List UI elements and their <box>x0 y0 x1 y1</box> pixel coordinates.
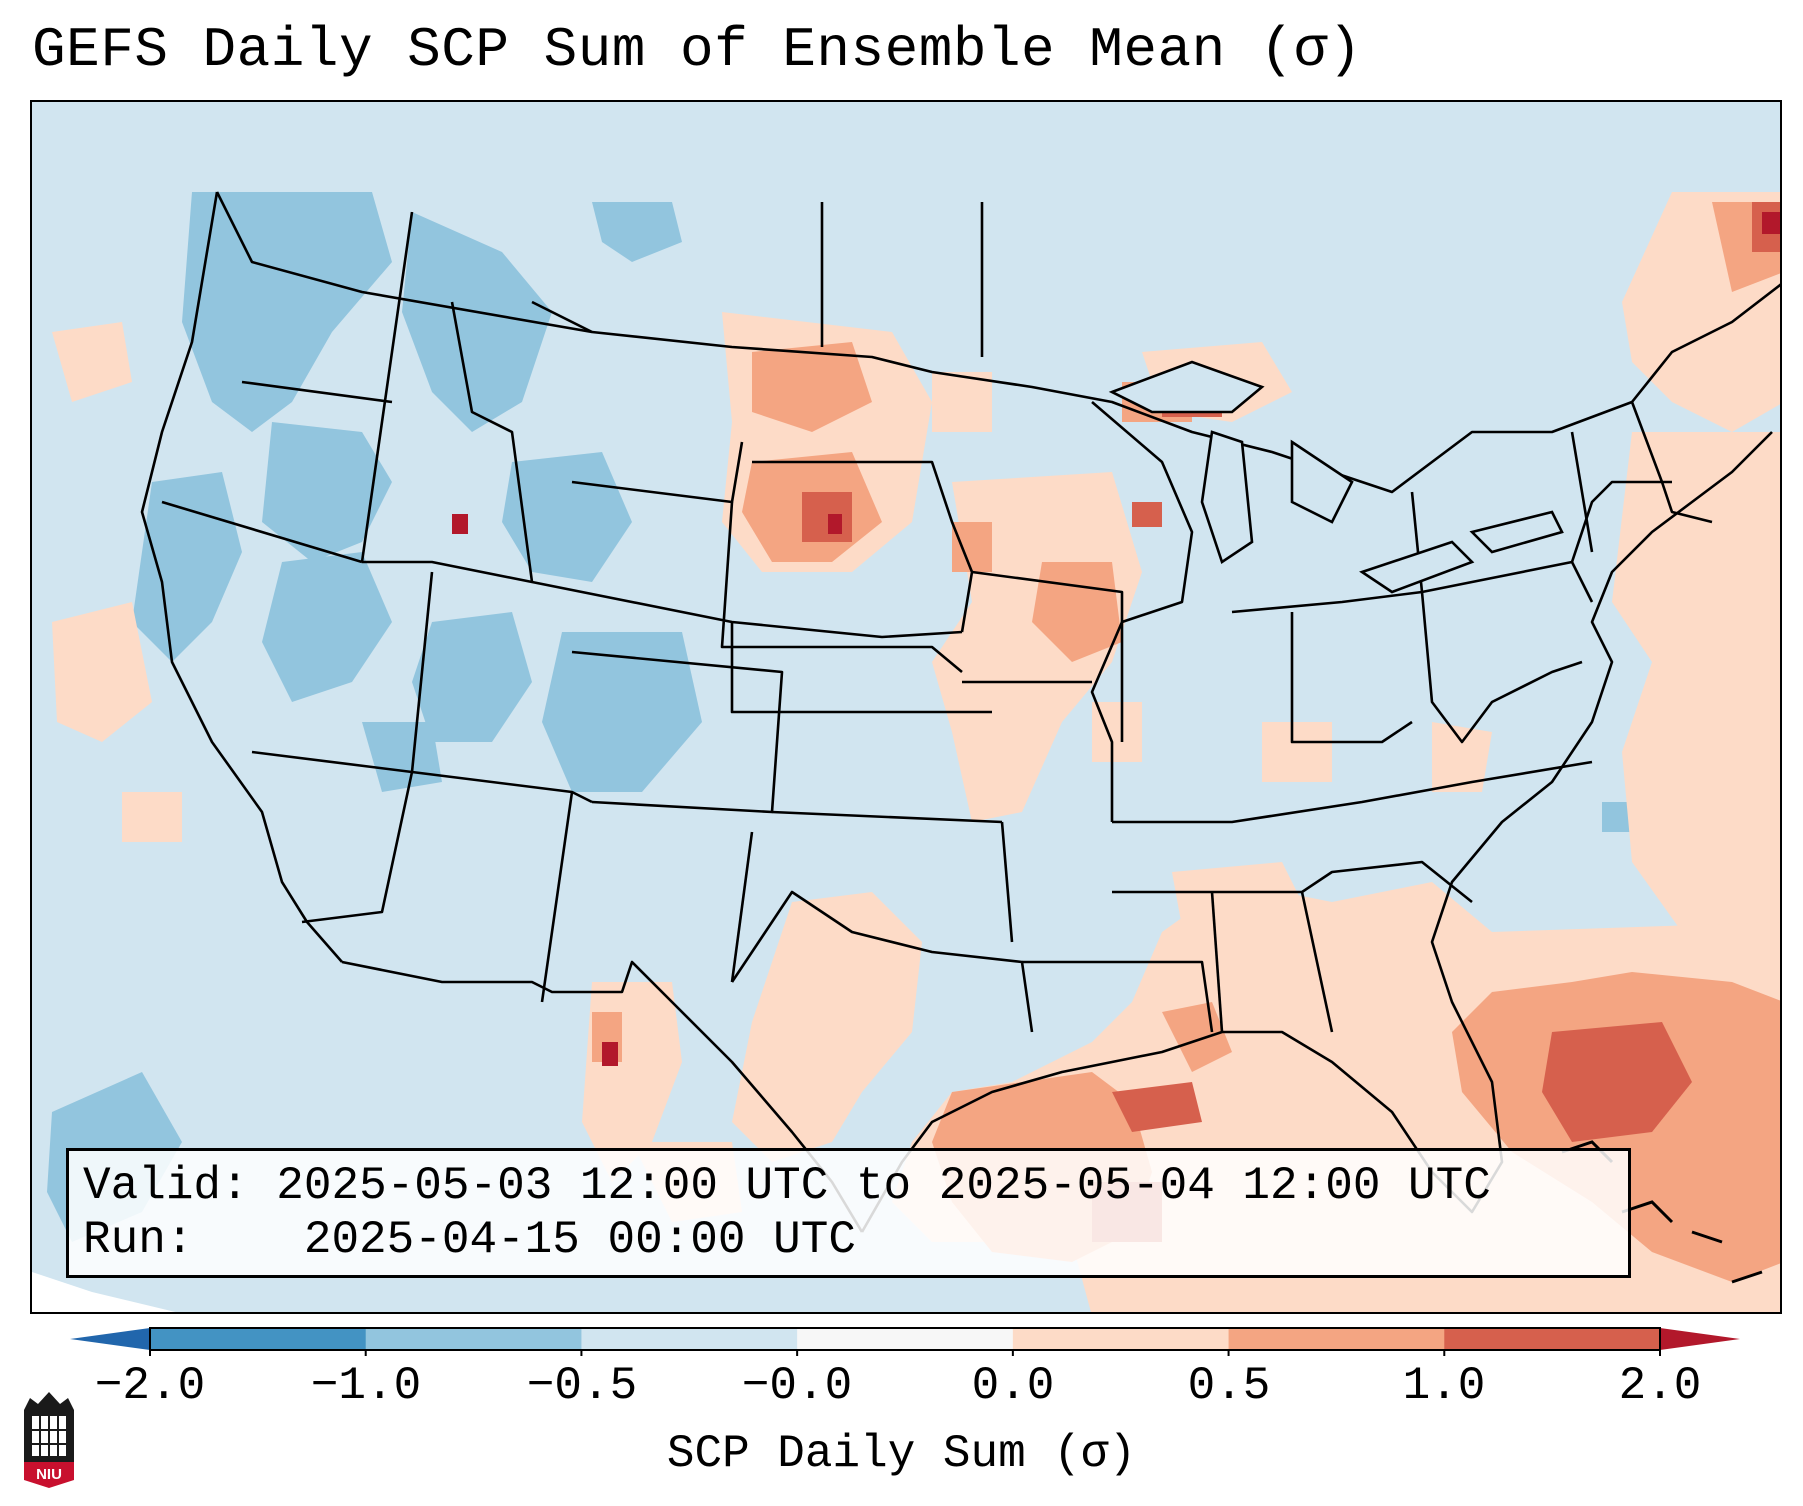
map-panel <box>30 100 1782 1314</box>
colorbar-extend-max <box>1660 1328 1740 1350</box>
colorbar-segment <box>1444 1328 1661 1350</box>
valid-line: Valid: 2025-05-03 12:00 UTC to 2025-05-0… <box>83 1159 1614 1213</box>
colorbar-segment <box>581 1328 798 1350</box>
colorbar-extend-min <box>70 1328 150 1350</box>
tick-label: −0.0 <box>741 1360 853 1412</box>
tick-label: 1.0 <box>1402 1360 1486 1412</box>
colorbar-segment <box>365 1328 582 1350</box>
state-boundaries <box>140 191 1780 1233</box>
tick-label: 2.0 <box>1618 1360 1702 1412</box>
colorbar-frame <box>149 1327 1661 1351</box>
valid-label: Valid: <box>83 1160 249 1212</box>
projection-edge <box>32 1272 176 1312</box>
tick-label: 0.5 <box>1187 1360 1271 1412</box>
tick-label: 0.0 <box>971 1360 1055 1412</box>
great-lakes <box>1108 360 1564 594</box>
logo-text: NIU <box>36 1466 62 1483</box>
chart-title: GEFS Daily SCP Sum of Ensemble Mean (σ) <box>32 18 1363 82</box>
map-canvas <box>32 102 1780 1312</box>
validity-info-box: Valid: 2025-05-03 12:00 UTC to 2025-05-0… <box>66 1148 1631 1278</box>
colorbar-segment <box>797 1328 1014 1350</box>
tick-label: −1.0 <box>310 1360 422 1412</box>
run-line: Run: 2025-04-15 00:00 UTC <box>83 1213 1614 1267</box>
valid-value: 2025-05-03 12:00 UTC to 2025-05-04 12:00… <box>276 1160 1491 1212</box>
niu-logo-icon: NIU <box>24 1392 74 1488</box>
run-label: Run: <box>83 1214 194 1266</box>
tick-label: −0.5 <box>526 1360 638 1412</box>
colorbar-segments <box>150 1328 1661 1350</box>
colorbar-segment <box>1228 1328 1445 1350</box>
colorbar-segment <box>1012 1328 1230 1350</box>
colorbar <box>70 1327 1740 1356</box>
colorbar-ticks <box>149 1350 1661 1356</box>
colorbar-label: SCP Daily Sum (σ) <box>666 1428 1137 1480</box>
colorbar-segment <box>150 1328 367 1350</box>
tick-label: −2.0 <box>94 1360 206 1412</box>
run-value: 2025-04-15 00:00 UTC <box>303 1214 856 1266</box>
